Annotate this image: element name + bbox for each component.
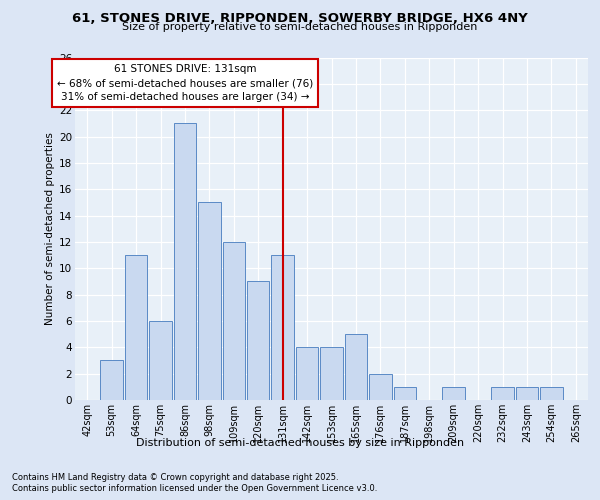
Bar [394, 387, 416, 400]
Bar [515, 387, 538, 400]
Bar [149, 321, 172, 400]
Bar [271, 255, 294, 400]
Text: Contains HM Land Registry data © Crown copyright and database right 2025.: Contains HM Land Registry data © Crown c… [12, 472, 338, 482]
Text: 61 STONES DRIVE: 131sqm
← 68% of semi-detached houses are smaller (76)
31% of se: 61 STONES DRIVE: 131sqm ← 68% of semi-de… [57, 64, 313, 102]
Bar [100, 360, 123, 400]
Text: Contains public sector information licensed under the Open Government Licence v3: Contains public sector information licen… [12, 484, 377, 493]
Bar [296, 348, 319, 400]
Bar [442, 387, 465, 400]
Text: Size of property relative to semi-detached houses in Ripponden: Size of property relative to semi-detach… [122, 22, 478, 32]
Bar [173, 124, 196, 400]
Bar [491, 387, 514, 400]
Bar [320, 348, 343, 400]
Text: Distribution of semi-detached houses by size in Ripponden: Distribution of semi-detached houses by … [136, 438, 464, 448]
Bar [198, 202, 221, 400]
Y-axis label: Number of semi-detached properties: Number of semi-detached properties [45, 132, 55, 325]
Bar [344, 334, 367, 400]
Bar [540, 387, 563, 400]
Bar [369, 374, 392, 400]
Bar [247, 282, 269, 400]
Text: 61, STONES DRIVE, RIPPONDEN, SOWERBY BRIDGE, HX6 4NY: 61, STONES DRIVE, RIPPONDEN, SOWERBY BRI… [72, 12, 528, 26]
Bar [125, 255, 148, 400]
Bar [223, 242, 245, 400]
